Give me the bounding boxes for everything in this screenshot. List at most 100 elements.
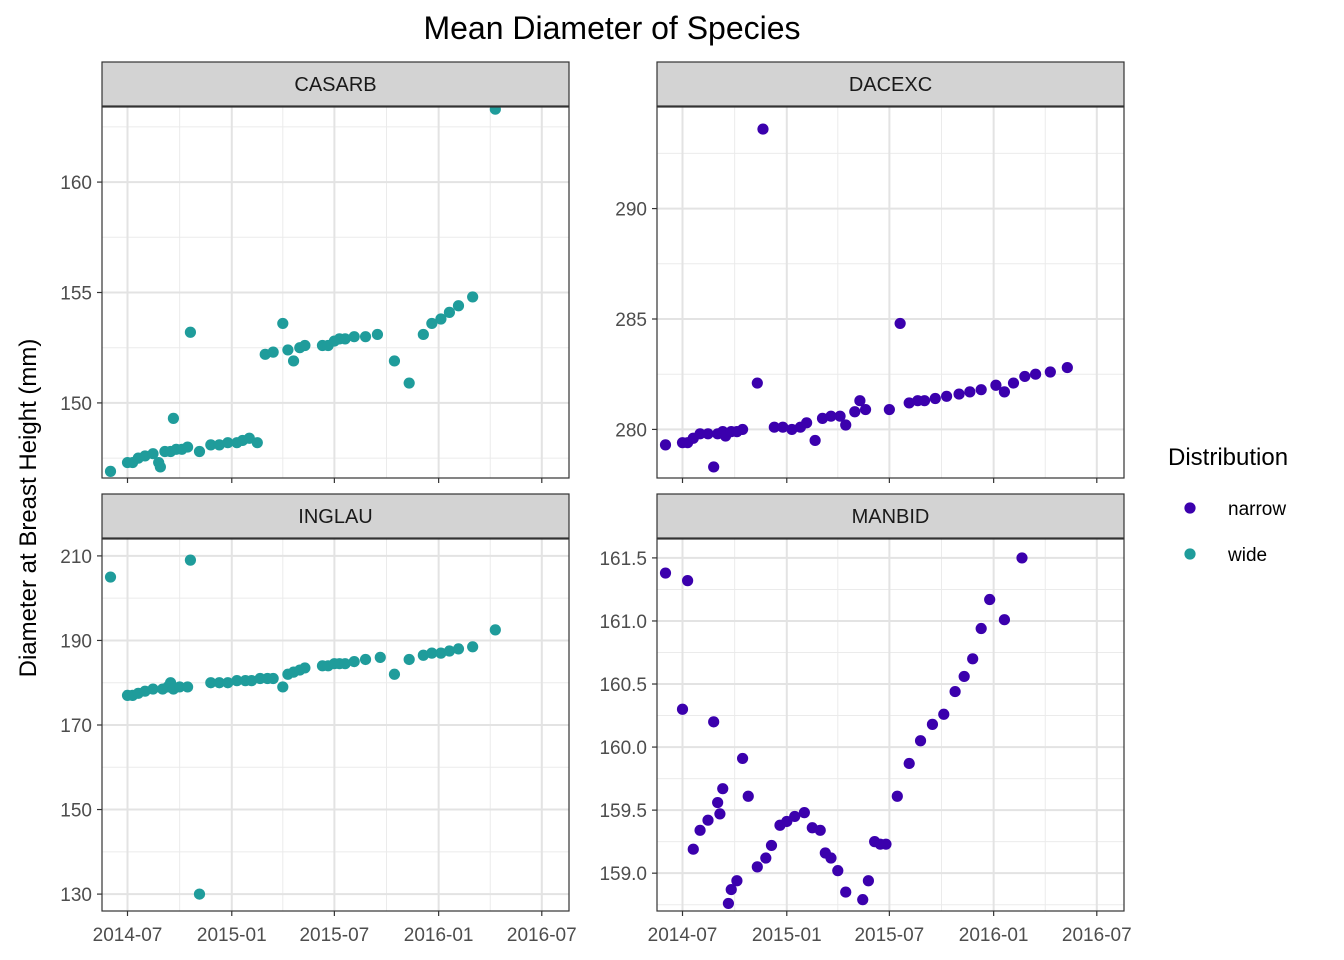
data-point xyxy=(825,852,837,864)
data-point xyxy=(339,658,351,670)
data-point xyxy=(736,752,749,765)
data-point xyxy=(883,403,895,416)
y-tick-label: 280 xyxy=(615,420,647,441)
data-point xyxy=(903,757,915,770)
data-point xyxy=(104,571,117,583)
data-point xyxy=(687,843,699,855)
data-point xyxy=(267,672,279,685)
data-point xyxy=(676,703,689,715)
data-point xyxy=(443,306,456,318)
data-point xyxy=(348,655,360,668)
data-point xyxy=(694,428,706,440)
data-point xyxy=(975,384,987,396)
y-tick-label: 170 xyxy=(60,716,92,737)
y-tick-label: 210 xyxy=(60,547,92,568)
data-point xyxy=(181,441,194,453)
data-point xyxy=(282,344,294,356)
data-point xyxy=(1044,366,1056,378)
panel-dacexc: DACEXC 280 285 290 xyxy=(615,61,1125,483)
data-point xyxy=(801,417,813,429)
data-point xyxy=(786,423,798,436)
data-point xyxy=(205,677,217,689)
data-point xyxy=(222,677,234,689)
data-point xyxy=(359,331,372,343)
x-tick-label: 2016-01 xyxy=(959,925,1029,946)
data-point xyxy=(834,410,846,422)
data-point xyxy=(938,708,950,720)
x-tick-label: 2016-01 xyxy=(404,925,474,946)
y-tick-label: 290 xyxy=(615,200,647,221)
data-point xyxy=(251,437,263,449)
data-point xyxy=(388,355,401,367)
y-axis-label: Diameter at Breast Height (mm) xyxy=(15,339,42,678)
data-point xyxy=(708,461,720,473)
data-point xyxy=(489,624,501,636)
legend-label: wide xyxy=(1227,545,1267,566)
data-point xyxy=(231,675,243,687)
data-point xyxy=(798,807,810,819)
data-point xyxy=(348,331,360,343)
facet-label: CASARB xyxy=(294,74,376,96)
data-point xyxy=(891,790,903,802)
data-point xyxy=(205,439,217,451)
legend: Distribution narrow wide xyxy=(1168,444,1288,566)
gridlines xyxy=(657,107,1124,478)
facet-strip xyxy=(656,61,1125,107)
data-point xyxy=(809,434,821,447)
data-point xyxy=(181,681,194,693)
data-point xyxy=(359,653,372,666)
data-point xyxy=(702,814,714,826)
data-point xyxy=(403,653,415,666)
legend-key xyxy=(1184,502,1196,514)
data-point xyxy=(246,675,258,687)
data-point xyxy=(277,681,289,693)
data-point xyxy=(742,790,754,802)
data-point xyxy=(953,388,965,400)
data-point xyxy=(880,838,892,850)
data-point xyxy=(403,377,415,389)
x-tick-label: 2015-07 xyxy=(854,925,924,946)
data-point xyxy=(958,670,970,683)
data-point xyxy=(154,461,166,473)
data-point xyxy=(426,647,438,659)
data-point xyxy=(832,865,844,877)
data-point xyxy=(184,554,197,566)
data-point xyxy=(751,861,763,873)
data-point xyxy=(929,392,941,405)
data-point xyxy=(967,653,979,665)
data-point xyxy=(717,783,729,795)
panel-border xyxy=(656,106,1125,479)
data-point xyxy=(489,107,501,115)
data-point xyxy=(193,445,206,458)
data-point xyxy=(722,897,735,910)
data-point xyxy=(903,397,915,409)
facet-strip xyxy=(101,61,570,107)
legend-entry-wide: wide xyxy=(1184,545,1267,566)
y-tick-label: 285 xyxy=(615,310,647,331)
data-point xyxy=(435,313,447,325)
data-point xyxy=(1007,377,1020,389)
y-tick-label: 150 xyxy=(60,394,92,415)
data-point xyxy=(659,439,672,451)
y-tick-label: 161.0 xyxy=(599,612,647,633)
data-point xyxy=(859,403,872,416)
data-point xyxy=(374,651,386,663)
x-tick-label: 2014-07 xyxy=(93,925,163,946)
y-tick-label: 190 xyxy=(60,631,92,652)
data-point xyxy=(426,317,438,330)
data-point xyxy=(277,317,289,330)
data-point xyxy=(1016,552,1028,564)
data-point xyxy=(918,395,931,407)
data-point xyxy=(854,395,866,407)
data-point xyxy=(147,683,159,695)
facet-label: DACEXC xyxy=(849,74,932,96)
facet-label: INGLAU xyxy=(298,506,372,528)
data-point xyxy=(857,894,869,906)
data-point xyxy=(840,886,852,898)
x-tick-label: 2015-01 xyxy=(752,925,822,946)
legend-entry-narrow: narrow xyxy=(1184,499,1286,520)
data-point xyxy=(682,575,694,587)
gridlines xyxy=(657,539,1124,911)
y-tick-label: 161.5 xyxy=(599,549,647,570)
